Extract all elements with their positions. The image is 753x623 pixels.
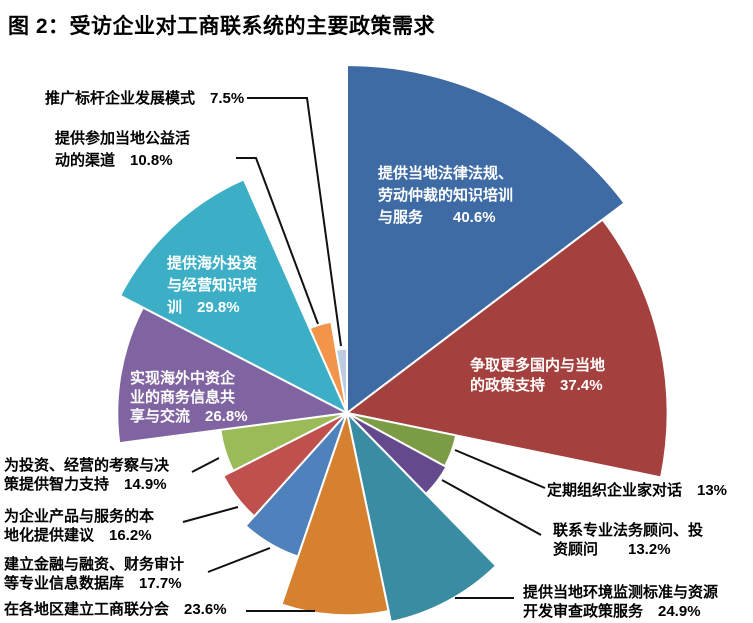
leader-line-slice-7 (182, 506, 239, 523)
leader-line-slice-11 (236, 157, 319, 325)
slice-label-9: 实现海外中资企 业的商务信息共 享与交流 26.8% (130, 369, 248, 426)
slice-label-0: 提供当地法律法规、 劳动仲裁的知识培训 与服务 40.6% (378, 163, 513, 229)
pie-slice-11 (308, 320, 348, 414)
leader-line-slice-12 (247, 97, 342, 347)
slice-label-line: 训 29.8% (167, 299, 240, 316)
pie-slice-1 (344, 218, 669, 479)
slice-label-line: 资顾问 13.2% (553, 541, 671, 558)
slice-label-line: 争取更多国内与当地 (470, 357, 606, 374)
pie-slices (116, 63, 669, 623)
slice-label-line: 建立金融与融资、财务审计 (4, 556, 185, 573)
slice-label-line: 与经营知识培 (167, 277, 258, 294)
slice-label-line: 提供当地法律法规、 (378, 165, 514, 182)
slice-label-line: 劳动仲裁的知识培训 (378, 187, 514, 204)
chart-title: 图 2：受访企业对工商联系统的主要政策需求 (8, 15, 436, 38)
pie-slice-6 (244, 412, 348, 558)
slice-label-7: 为企业产品与服务的本 地化提供建议 16.2% (4, 507, 154, 545)
slice-label-line: 在各地区建立工商联分会 23.6% (4, 601, 227, 618)
slice-label-2: 定期组织企业家对话 13% (547, 481, 727, 500)
slice-label-line: 开发审查政策服务 24.9% (523, 603, 701, 620)
pie-slice-9 (116, 306, 351, 445)
slice-label-line: 动的渠道 10.8% (55, 152, 173, 169)
slice-label-line: 提供海外投资 (167, 255, 258, 272)
pie-slice-4 (345, 409, 498, 623)
slice-label-line: 等专业信息数据库 17.7% (4, 575, 182, 592)
slice-label-5: 在各地区建立工商联分会 23.6% (4, 600, 227, 619)
pie-slice-7 (221, 412, 348, 518)
leader-lines (182, 97, 546, 612)
slice-label-12: 推广标杆企业发展模式 7.5% (45, 88, 244, 110)
slice-label-line: 与服务 40.6% (378, 209, 496, 226)
slice-label-line: 享与交流 26.8% (130, 408, 248, 425)
slice-label-1: 争取更多国内与当地 的政策支持 37.4% (470, 356, 605, 396)
slice-label-line: 策提供智力支持 14.9% (4, 476, 167, 493)
pie-slice-12 (334, 347, 348, 414)
slice-label-line: 的政策支持 37.4% (470, 377, 603, 394)
slice-label-6: 建立金融与融资、财务审计 等专业信息数据库 17.7% (4, 555, 184, 593)
slice-label-11: 提供参加当地公益活 动的渠道 10.8% (55, 128, 190, 172)
slice-label-line: 提供当地环境监测标准与资源 (523, 584, 719, 601)
slice-label-line: 为企业产品与服务的本 (4, 508, 155, 525)
slice-label-line: 地化提供建议 16.2% (4, 527, 152, 544)
leader-line-slice-8 (191, 457, 220, 473)
pie-slice-5 (280, 409, 390, 617)
pie-slice-10 (118, 178, 350, 416)
slice-label-3: 联系专业法务顾问、投 资顾问 13.2% (553, 521, 703, 559)
slice-label-line: 联系专业法务顾问、投 (553, 522, 704, 539)
slice-label-line: 为投资、经营的考察与决 (4, 457, 170, 474)
slice-label-line: 提供参加当地公益活 (55, 130, 191, 147)
slice-label-line: 实现海外中资企 (130, 370, 236, 387)
slice-label-line: 推广标杆企业发展模式 7.5% (45, 90, 245, 107)
pie-slice-0 (346, 63, 626, 416)
slice-label-10: 提供海外投资 与经营知识培训 29.8% (167, 253, 257, 319)
leader-line-slice-6 (207, 547, 271, 573)
slice-label-4: 提供当地环境监测标准与资源 开发审查政策服务 24.9% (523, 583, 718, 621)
leader-line-slice-2 (454, 449, 546, 489)
slice-label-line: 定期组织企业家对话 13% (547, 482, 728, 499)
slice-label-8: 为投资、经营的考察与决 策提供智力支持 14.9% (4, 456, 169, 494)
slice-label-line: 业的商务信息共 (130, 389, 236, 406)
leader-line-slice-3 (441, 479, 542, 536)
